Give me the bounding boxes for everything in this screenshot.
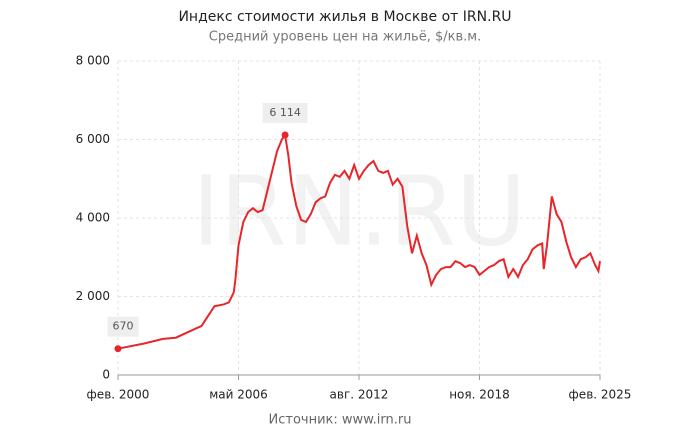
label-box (107, 316, 139, 337)
y-tick-label: 8 000 (76, 54, 110, 68)
source: Источник: www.irn.ru (269, 413, 412, 425)
chart-title: Индекс стоимости жилья в Москве от IRN.R… (178, 9, 511, 25)
y-tick-label: 2 000 (76, 289, 110, 303)
line (117, 132, 601, 350)
x-tick-label: авг. 2012 (330, 388, 389, 402)
x-tick-label: фев. 2000 (87, 388, 150, 402)
data-label: 670 (113, 320, 134, 333)
point (114, 345, 122, 353)
y-tick-label: 6 000 (76, 132, 110, 146)
x-tick-label: ноя. 2018 (449, 388, 510, 402)
x-tick-label: май 2006 (209, 388, 268, 402)
label-box (262, 103, 308, 124)
data-label: 6 114 (269, 106, 301, 119)
x-tick-label: фев. 2025 (569, 388, 632, 402)
y-tick-label: 0 (102, 368, 110, 382)
chart-subtitle: Средний уровень цен на жильё, $/кв.м. (209, 30, 481, 45)
y-tick-label: 4 000 (76, 211, 110, 225)
point (281, 131, 289, 139)
